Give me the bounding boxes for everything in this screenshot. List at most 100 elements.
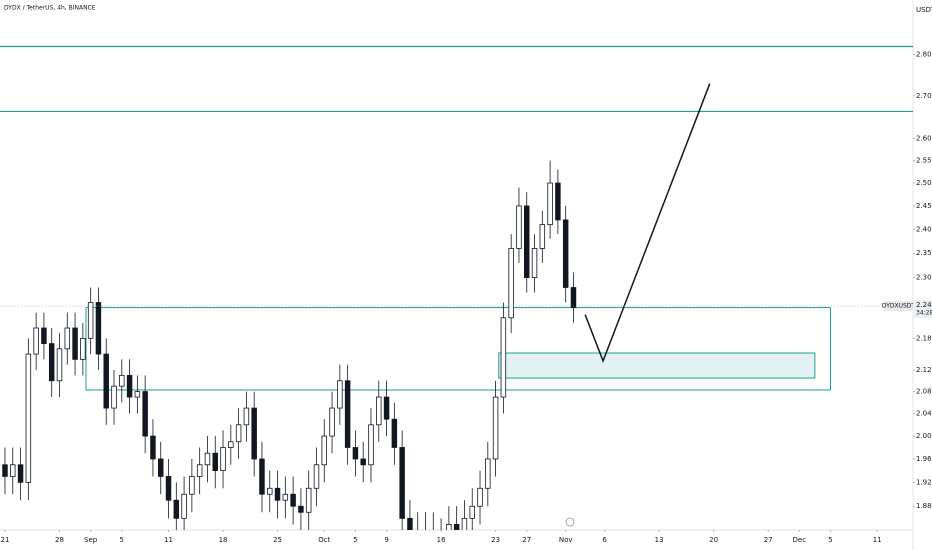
candle-body [17,464,24,483]
y-tick-label: 2.350 [916,249,932,257]
candle-body [477,487,483,507]
x-tick-label: 18 [219,536,228,544]
x-tick-label: Nov [559,536,573,544]
x-tick-label: 27 [764,536,773,544]
chart-title: DYDX / TetherUS, 4h, BINANCE [4,5,96,12]
candle-body [274,487,281,501]
y-tick-label: 2.800 [916,51,932,59]
candle-body [103,353,109,409]
countdown-label: 34:28 [916,310,932,317]
x-tick-label: 11 [164,536,173,544]
candle-body [555,182,561,221]
candle-body [391,418,398,448]
y-tick-label: 2.500 [916,179,932,187]
candle-body [485,458,491,489]
event-icon[interactable] [565,517,575,527]
y-tick-label: 2.300 [916,274,932,282]
candle-body [539,224,546,249]
candle-body [313,464,320,489]
candle-body [235,424,242,443]
y-tick-label: 2.120 [916,366,932,374]
candle-body [173,499,180,519]
x-tick-label: 11 [873,536,882,544]
candle-body [329,407,335,437]
candle-body [399,447,405,519]
candle-body [134,391,141,398]
candle-body [383,396,390,420]
candle-body [119,374,125,387]
candle-body [212,452,218,472]
y-tick-label: 2.600 [916,135,932,143]
x-tick-label: 9 [384,536,388,544]
candle-body [259,458,265,495]
candle-body [181,493,187,519]
candle-body [228,441,234,448]
symbol-badge [884,301,913,312]
plot-area [0,45,913,530]
candle-body [189,476,195,495]
candle-body [500,317,507,398]
candle-body [64,327,71,350]
candle-body [562,219,569,288]
candle-body [150,435,156,460]
candle-body [25,353,32,483]
candle-body [344,380,351,448]
candle-body [516,205,522,249]
candle-body [267,487,273,495]
projection-path [584,83,711,364]
candle-body [72,327,78,360]
candle-body [570,287,577,308]
candle-body [352,447,359,460]
y-tick-label: 2.000 [916,432,932,440]
y-tick-label: 2.400 [916,225,932,233]
candle-body [531,247,538,278]
candle-body [360,458,366,466]
x-tick-label: Oct [318,536,330,544]
candle-body [142,391,148,437]
candle-body [243,407,250,426]
candle-body [407,517,413,530]
y-tick-label: 2.040 [916,410,932,418]
y-tick-label: 2.450 [916,202,932,210]
x-tick-label: 5 [120,536,124,544]
candle-body [305,487,312,513]
y-tick-label: 2.550 [916,157,932,165]
candle-body [80,337,86,360]
candle-body [41,327,47,344]
candle-body [111,385,117,409]
candle-body [204,452,211,466]
x-tick-label: 20 [709,536,718,544]
y-tick-label: 1.920 [916,478,932,486]
candle-body [220,447,226,472]
candle-body [290,493,296,507]
price-badge [913,300,932,319]
candle-body [469,505,475,519]
candle-body [461,517,468,530]
candle-body [321,435,328,466]
candle-body [508,247,514,319]
candle-body [165,476,172,501]
candle-body [298,505,304,513]
x-tick-label: 5 [353,536,357,544]
candle-body [48,343,55,382]
candle-body [251,407,257,460]
candle-body [524,205,530,278]
candle-body [95,302,102,355]
y-tick-label: 1.880 [916,502,932,510]
candle-body [282,493,289,501]
candle-body [337,380,343,409]
candle-body [446,524,452,530]
x-tick-label: 13 [655,536,664,544]
zone [498,352,816,379]
y-tick-label: 2.700 [916,92,932,100]
candle-body [56,348,63,382]
x-tick-label: 25 [273,536,282,544]
candle-body [376,396,382,426]
candle-body [33,327,39,355]
x-tick-label: 16 [437,536,446,544]
x-tick-label: 21 [1,536,10,544]
candle-body [2,464,8,477]
